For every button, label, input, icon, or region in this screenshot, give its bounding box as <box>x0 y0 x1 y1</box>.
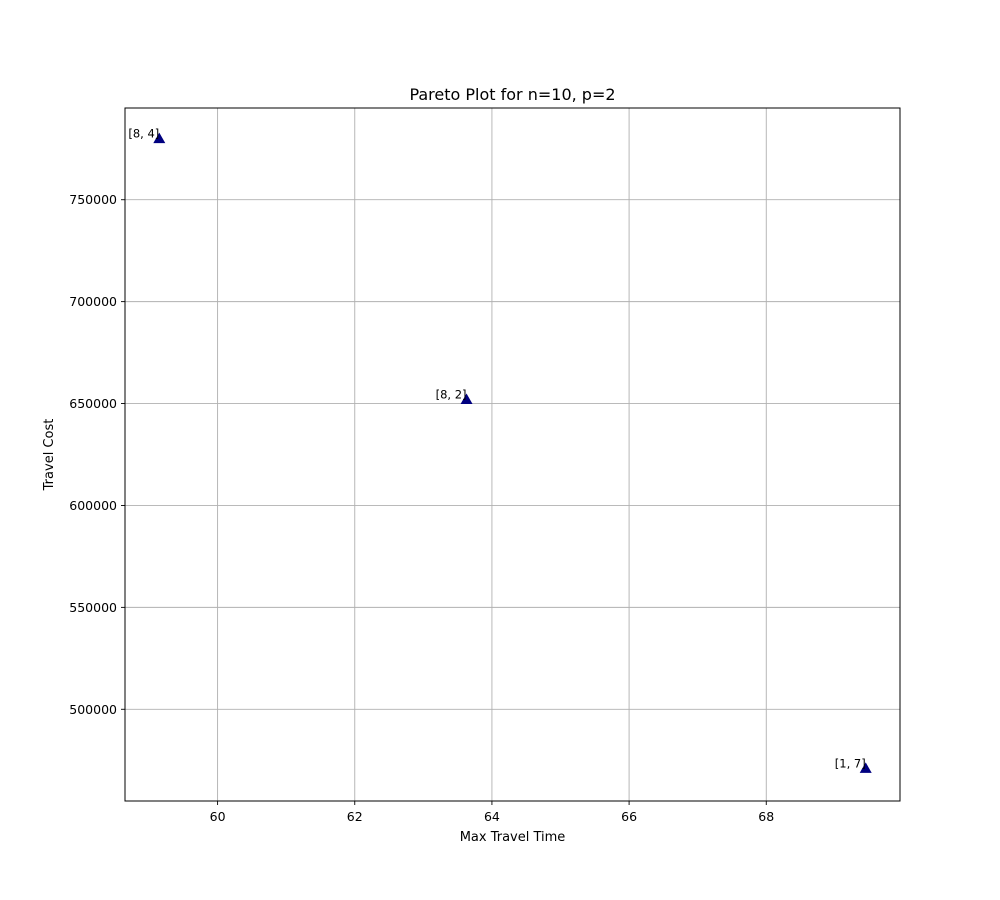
data-point-label: [8, 4] <box>128 127 159 141</box>
x-tick-label: 64 <box>484 809 500 824</box>
data-point-triangle <box>460 393 473 404</box>
y-tick-label: 750000 <box>69 192 117 207</box>
y-tick-label: 550000 <box>69 600 117 615</box>
y-tick-label: 700000 <box>69 294 117 309</box>
y-tick-label: 600000 <box>69 498 117 513</box>
y-axis-ticks: 500000 550000 600000 650000 700000 750000 <box>69 192 125 717</box>
data-point-label: [8, 2] <box>436 387 467 401</box>
data-point-triangle <box>153 132 166 144</box>
x-tick-label: 60 <box>210 809 226 824</box>
grid-lines <box>125 108 900 801</box>
x-axis-ticks: 60 62 64 66 68 <box>210 801 774 824</box>
x-axis-label: Max Travel Time <box>460 830 566 845</box>
y-tick-label: 500000 <box>69 702 117 717</box>
data-points: [8, 4] [8, 2] [1, 7] <box>128 127 872 773</box>
plot-area-frame <box>124 107 901 802</box>
y-axis-label: Travel Cost <box>42 419 57 492</box>
data-point-triangle <box>859 762 872 773</box>
x-tick-label: 66 <box>621 809 637 824</box>
data-point-label: [1, 7] <box>835 756 866 770</box>
chart-title: Pareto Plot for n=10, p=2 <box>409 85 615 104</box>
x-tick-label: 68 <box>758 809 774 824</box>
y-tick-label: 650000 <box>69 396 117 411</box>
x-tick-label: 62 <box>347 809 363 824</box>
